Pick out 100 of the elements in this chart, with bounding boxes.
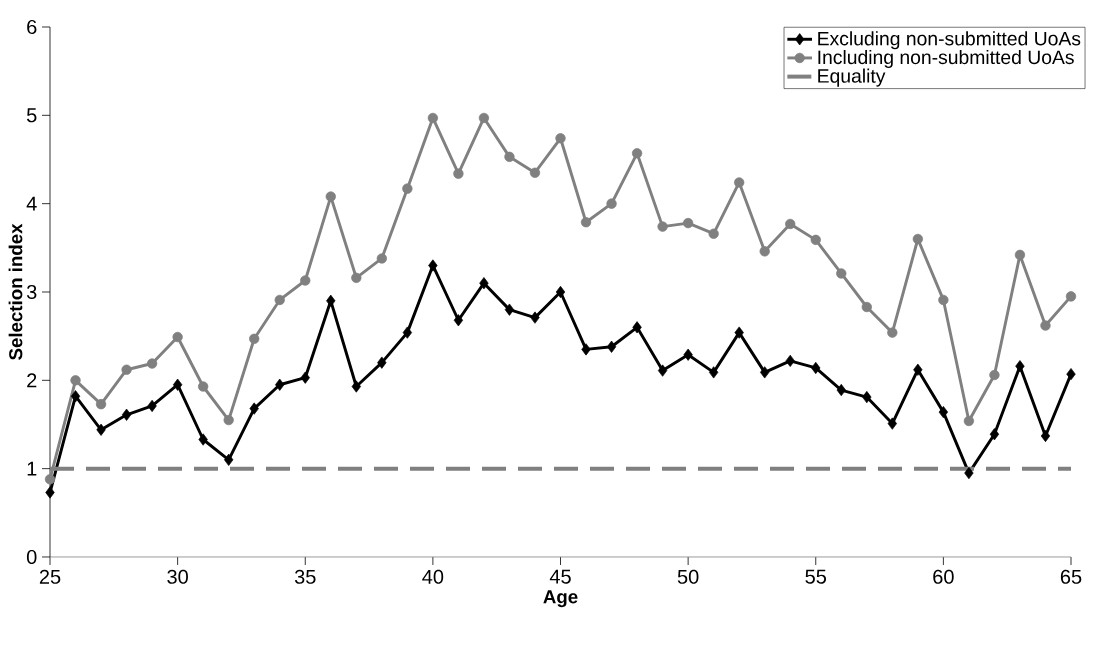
legend-label: Excluding non-submitted UoAs <box>818 31 1081 50</box>
point <box>529 167 541 178</box>
point <box>683 348 693 361</box>
point <box>836 383 846 397</box>
point <box>504 303 515 316</box>
point <box>555 285 566 299</box>
y-axis-title: Selection index <box>8 223 23 360</box>
point <box>402 326 412 339</box>
point <box>709 366 719 379</box>
point <box>963 415 975 427</box>
point <box>1065 291 1077 302</box>
point <box>760 366 770 379</box>
point <box>887 417 897 430</box>
x-tick-label: 30 <box>167 569 188 584</box>
point <box>351 380 361 393</box>
point <box>121 364 132 375</box>
point <box>453 314 464 327</box>
point <box>198 433 208 446</box>
point <box>376 253 387 264</box>
point <box>1014 249 1026 261</box>
point <box>95 399 107 410</box>
point <box>1040 429 1051 443</box>
x-tick-label: 40 <box>422 569 444 584</box>
point <box>912 233 923 245</box>
point <box>734 326 744 339</box>
point <box>989 428 1000 441</box>
point <box>479 277 489 290</box>
point <box>861 301 872 313</box>
point <box>555 133 566 144</box>
y-tick-label: 2 <box>27 373 37 388</box>
point <box>172 331 183 343</box>
y-tick-label: 5 <box>26 108 37 123</box>
point <box>249 402 259 415</box>
point <box>631 148 643 159</box>
point <box>44 474 56 485</box>
point <box>989 369 1000 381</box>
x-tick-label: 65 <box>1060 569 1082 584</box>
point <box>682 217 694 229</box>
point <box>300 371 310 384</box>
y-tick-label: 3 <box>26 284 37 300</box>
x-tick-label: 60 <box>933 569 954 584</box>
point <box>45 486 55 499</box>
point <box>224 453 234 466</box>
legend-label: Equality <box>818 68 886 87</box>
point <box>300 275 311 286</box>
point <box>606 198 617 209</box>
x-tick-label: 50 <box>677 569 699 584</box>
point <box>377 356 387 369</box>
point <box>606 340 617 353</box>
point <box>147 399 157 413</box>
point <box>632 321 642 334</box>
point <box>70 375 81 386</box>
point <box>249 333 260 344</box>
y-tick-label: 6 <box>27 19 37 35</box>
y-tick-label: 0 <box>26 549 37 565</box>
point <box>836 268 847 279</box>
point <box>734 177 745 188</box>
point <box>70 390 81 403</box>
point <box>810 234 821 246</box>
point <box>708 228 719 239</box>
y-tick-label: 4 <box>26 196 37 211</box>
point <box>427 112 439 124</box>
x-axis-title: Age <box>543 590 578 608</box>
point <box>759 246 770 257</box>
legend-label: Including non-submitted UoAs <box>818 49 1074 68</box>
point <box>938 406 949 419</box>
point <box>478 112 490 124</box>
x-tick-label: 55 <box>805 569 827 584</box>
point <box>121 408 132 421</box>
point <box>146 358 158 369</box>
point <box>504 151 515 162</box>
point <box>223 414 234 426</box>
point <box>274 294 285 306</box>
point <box>198 381 209 392</box>
point <box>657 221 668 232</box>
point <box>530 311 540 324</box>
point <box>1066 368 1076 381</box>
point <box>172 378 183 391</box>
point <box>325 191 336 202</box>
point <box>326 294 336 307</box>
point <box>1040 320 1051 331</box>
point <box>580 217 592 228</box>
y-tick-label: 1 <box>27 461 37 476</box>
point <box>581 343 591 356</box>
point <box>275 378 285 391</box>
point <box>351 272 362 283</box>
point <box>862 391 872 404</box>
point <box>785 354 795 367</box>
point <box>964 467 974 480</box>
x-tick-label: 25 <box>39 569 61 584</box>
point <box>785 218 796 230</box>
point <box>887 327 898 338</box>
x-tick-label: 45 <box>549 569 571 584</box>
point <box>1015 360 1025 373</box>
point <box>657 364 668 377</box>
point <box>811 361 821 375</box>
point <box>96 423 106 436</box>
x-tick-label: 35 <box>294 569 316 584</box>
point <box>428 259 438 272</box>
point <box>453 168 464 179</box>
